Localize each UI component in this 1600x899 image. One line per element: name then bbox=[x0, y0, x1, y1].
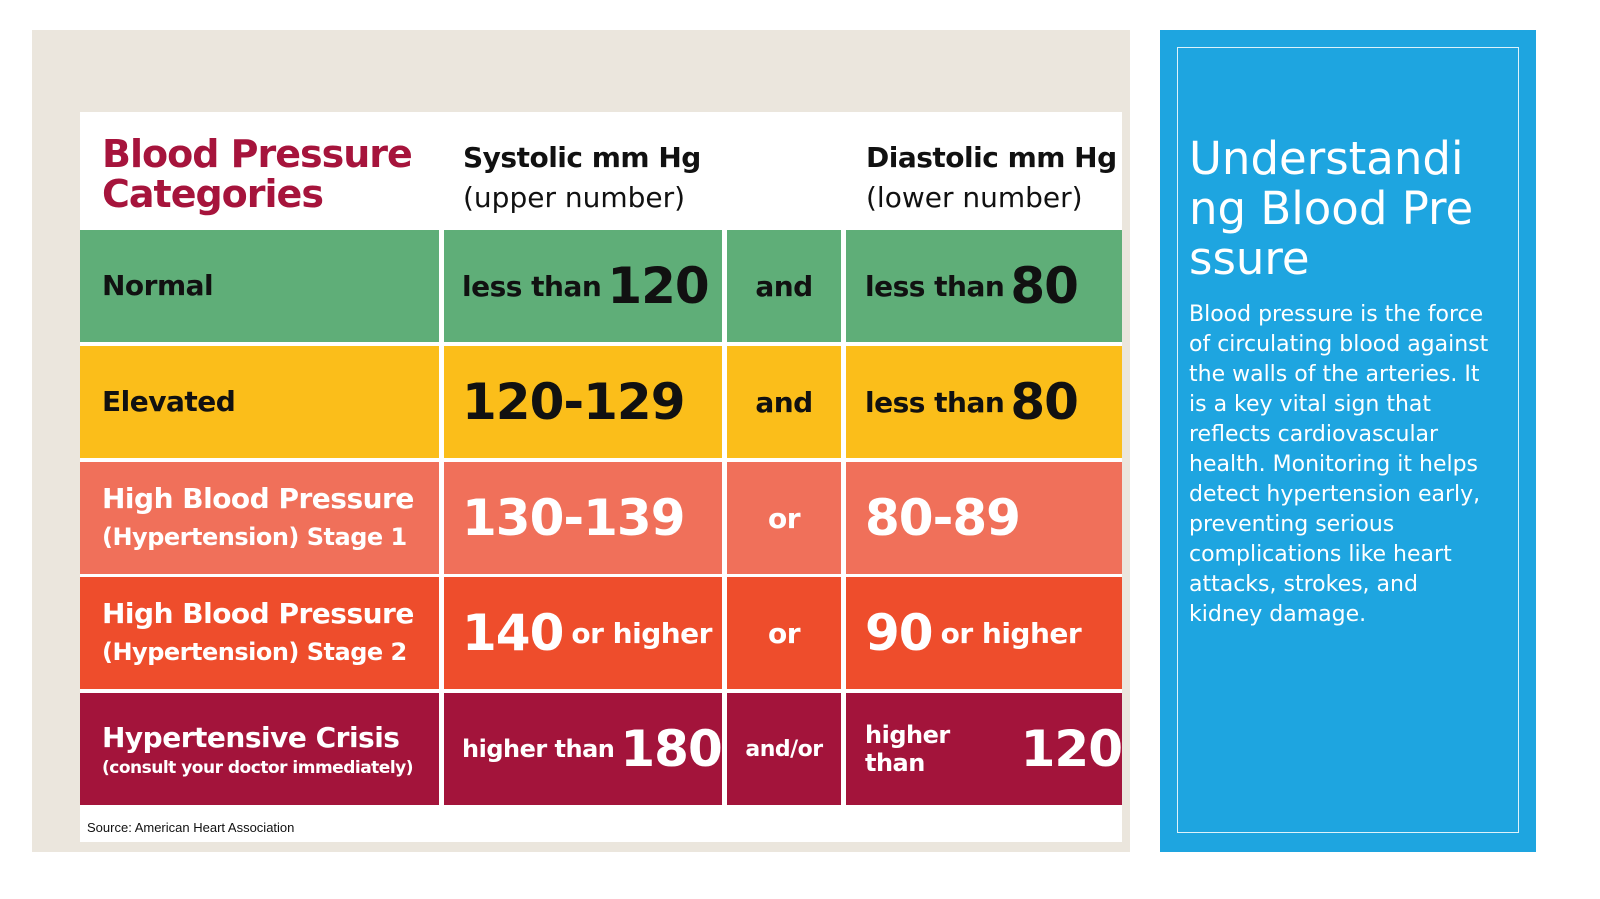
category-cell: Elevated bbox=[80, 346, 439, 458]
diastolic-value: 90 bbox=[865, 604, 934, 662]
table-row-stage1: High Blood Pressure (Hypertension) Stage… bbox=[80, 462, 1122, 574]
systolic-column-header: Systolic mm Hg (upper number) bbox=[463, 138, 701, 218]
category-sub: (consult your doctor immediately) bbox=[102, 758, 414, 778]
systolic-qualifier: higher than bbox=[462, 735, 615, 763]
connector-label: or bbox=[767, 616, 801, 650]
diastolic-qualifier: less than bbox=[865, 385, 1005, 419]
category-name: Hypertensive Crisis bbox=[102, 721, 400, 754]
table-row-elevated: Elevated 120-129 and less than 80 bbox=[80, 346, 1122, 458]
connector-cell: or bbox=[727, 577, 841, 689]
diastolic-cell: 80-89 bbox=[846, 462, 1122, 574]
connector-label: or bbox=[767, 501, 801, 535]
info-panel-frame bbox=[1177, 47, 1519, 833]
diastolic-cell: higher than 120 bbox=[846, 693, 1123, 805]
systolic-cell: 120-129 bbox=[444, 346, 722, 458]
diastolic-value: 120 bbox=[1020, 720, 1123, 778]
diastolic-qualifier: higher than bbox=[865, 721, 950, 777]
diastolic-sub: (lower number) bbox=[866, 181, 1083, 214]
category-sub: (Hypertension) Stage 1 bbox=[102, 523, 407, 551]
bp-categories-table: Blood Pressure Categories Systolic mm Hg… bbox=[80, 112, 1123, 842]
diastolic-value: 80 bbox=[1010, 257, 1079, 315]
diastolic-cell: 90 or higher bbox=[846, 577, 1122, 689]
systolic-cell: higher than 180 bbox=[444, 693, 723, 805]
diastolic-cell: less than 80 bbox=[846, 346, 1122, 458]
category-name: High Blood Pressure bbox=[102, 597, 414, 630]
table-header: Blood Pressure Categories Systolic mm Hg… bbox=[80, 112, 1122, 230]
connector-cell: or bbox=[727, 462, 841, 574]
systolic-cell: 130-139 bbox=[444, 462, 722, 574]
systolic-value: 180 bbox=[620, 720, 722, 778]
info-title: Understanding Blood Pressure bbox=[1189, 132, 1474, 285]
source-note: Source: American Heart Association bbox=[87, 820, 295, 835]
info-panel: Understanding Blood Pressure Blood press… bbox=[1160, 30, 1536, 852]
diastolic-qualifier: less than bbox=[865, 269, 1005, 303]
systolic-range: 120-129 bbox=[462, 373, 685, 431]
systolic-cell: less than 120 bbox=[444, 230, 722, 342]
connector-cell: and bbox=[727, 346, 841, 458]
info-body: Blood pressure is the force of circulati… bbox=[1189, 302, 1489, 627]
category-cell: High Blood Pressure (Hypertension) Stage… bbox=[80, 462, 439, 574]
diastolic-qualifier: or higher bbox=[940, 616, 1082, 650]
category-label: High Blood Pressure (Hypertension) Stage… bbox=[102, 595, 414, 671]
category-label: Elevated bbox=[102, 385, 236, 418]
systolic-sub: (upper number) bbox=[463, 181, 686, 214]
connector-label: and/or bbox=[745, 736, 823, 762]
systolic-value: 140 bbox=[462, 604, 564, 662]
category-cell: Normal bbox=[80, 230, 439, 342]
connector-cell: and bbox=[727, 230, 841, 342]
table-row-crisis: Hypertensive Crisis (consult your doctor… bbox=[80, 693, 1123, 805]
diastolic-column-header: Diastolic mm Hg (lower number) bbox=[866, 138, 1117, 218]
title-line1: Blood Pressure bbox=[102, 132, 413, 176]
category-sub: (Hypertension) Stage 2 bbox=[102, 638, 407, 666]
connector-label: and bbox=[755, 269, 813, 303]
systolic-cell: 140 or higher bbox=[444, 577, 722, 689]
category-label: Hypertensive Crisis (consult your doctor… bbox=[102, 719, 414, 779]
category-cell: Hypertensive Crisis (consult your doctor… bbox=[80, 693, 439, 805]
table-title: Blood Pressure Categories bbox=[102, 134, 432, 214]
systolic-head: Systolic mm Hg bbox=[463, 141, 701, 174]
category-cell: High Blood Pressure (Hypertension) Stage… bbox=[80, 577, 439, 689]
category-label: High Blood Pressure (Hypertension) Stage… bbox=[102, 480, 414, 556]
table-row-stage2: High Blood Pressure (Hypertension) Stage… bbox=[80, 577, 1122, 689]
category-name: High Blood Pressure bbox=[102, 482, 414, 515]
table-row-normal: Normal less than 120 and less than 80 bbox=[80, 230, 1122, 342]
category-label: Normal bbox=[102, 269, 214, 302]
diastolic-value: 80 bbox=[1010, 373, 1079, 431]
systolic-qualifier: less than bbox=[462, 269, 602, 303]
systolic-value: 120 bbox=[607, 257, 709, 315]
title-line2: Categories bbox=[102, 172, 324, 216]
diastolic-head: Diastolic mm Hg bbox=[866, 141, 1117, 174]
connector-label: and bbox=[755, 385, 813, 419]
connector-cell: and/or bbox=[727, 693, 841, 805]
systolic-range: 130-139 bbox=[462, 489, 685, 547]
diastolic-cell: less than 80 bbox=[846, 230, 1122, 342]
systolic-qualifier: or higher bbox=[571, 616, 712, 650]
diastolic-range: 80-89 bbox=[865, 489, 1021, 547]
